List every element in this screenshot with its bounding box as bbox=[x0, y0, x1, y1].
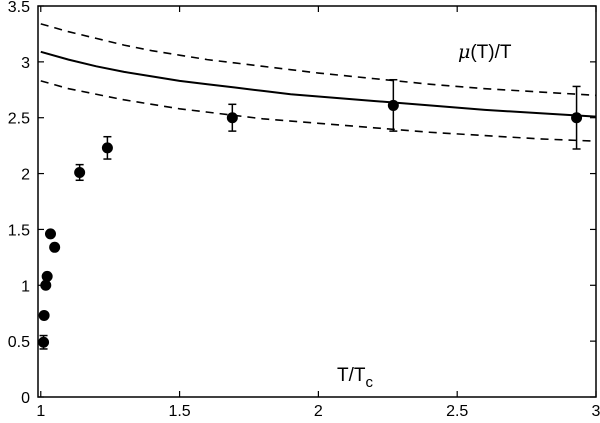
x-tick-label: 1.5 bbox=[168, 403, 190, 420]
y-tick-label: 2 bbox=[21, 167, 30, 184]
data-point bbox=[101, 142, 113, 154]
data-point bbox=[38, 336, 50, 348]
x-tick-label: 2.5 bbox=[446, 403, 468, 420]
x-axis-label: T/Tc bbox=[337, 365, 374, 391]
curves-layer bbox=[40, 23, 597, 142]
central-curve bbox=[40, 50, 597, 118]
y-tick-label: 3 bbox=[21, 55, 30, 72]
data-point bbox=[41, 270, 53, 282]
plot-frame bbox=[37, 5, 597, 398]
points-layer bbox=[38, 78, 583, 350]
data-point bbox=[38, 309, 50, 321]
curve-label-rest: (T)/T bbox=[470, 42, 512, 63]
x-tick-label: 2 bbox=[314, 403, 323, 420]
curve-label-symbol: μ bbox=[458, 41, 470, 63]
x-axis-label-main: T/T bbox=[337, 365, 366, 386]
y-tick-label: 3.5 bbox=[8, 0, 30, 16]
bound-curve-dashed bbox=[40, 80, 597, 142]
x-tick-label: 1 bbox=[36, 403, 45, 420]
y-tick-label: 1.5 bbox=[8, 222, 30, 239]
bound-curve-dashed bbox=[40, 23, 597, 97]
ticks-layer bbox=[38, 5, 597, 398]
data-point bbox=[49, 241, 61, 253]
data-point bbox=[571, 112, 583, 124]
data-point bbox=[226, 112, 238, 124]
data-point bbox=[74, 166, 86, 178]
curve-label: μ(T)/T bbox=[458, 41, 512, 63]
y-tick-label: 2.5 bbox=[8, 111, 30, 128]
y-tick-label: 0.5 bbox=[8, 334, 30, 351]
tick-labels-layer: 1 1.5 2 2.5 3 0 0.5 1 1.5 2 2.5 3 3.5 bbox=[8, 0, 600, 420]
x-axis-label-subscript: c bbox=[366, 374, 374, 391]
data-point bbox=[44, 228, 56, 240]
data-point bbox=[40, 279, 52, 291]
y-tick-label: 1 bbox=[21, 278, 30, 295]
data-point bbox=[387, 99, 399, 111]
y-tick-label: 0 bbox=[21, 390, 30, 407]
x-tick-label: 3 bbox=[592, 403, 600, 420]
